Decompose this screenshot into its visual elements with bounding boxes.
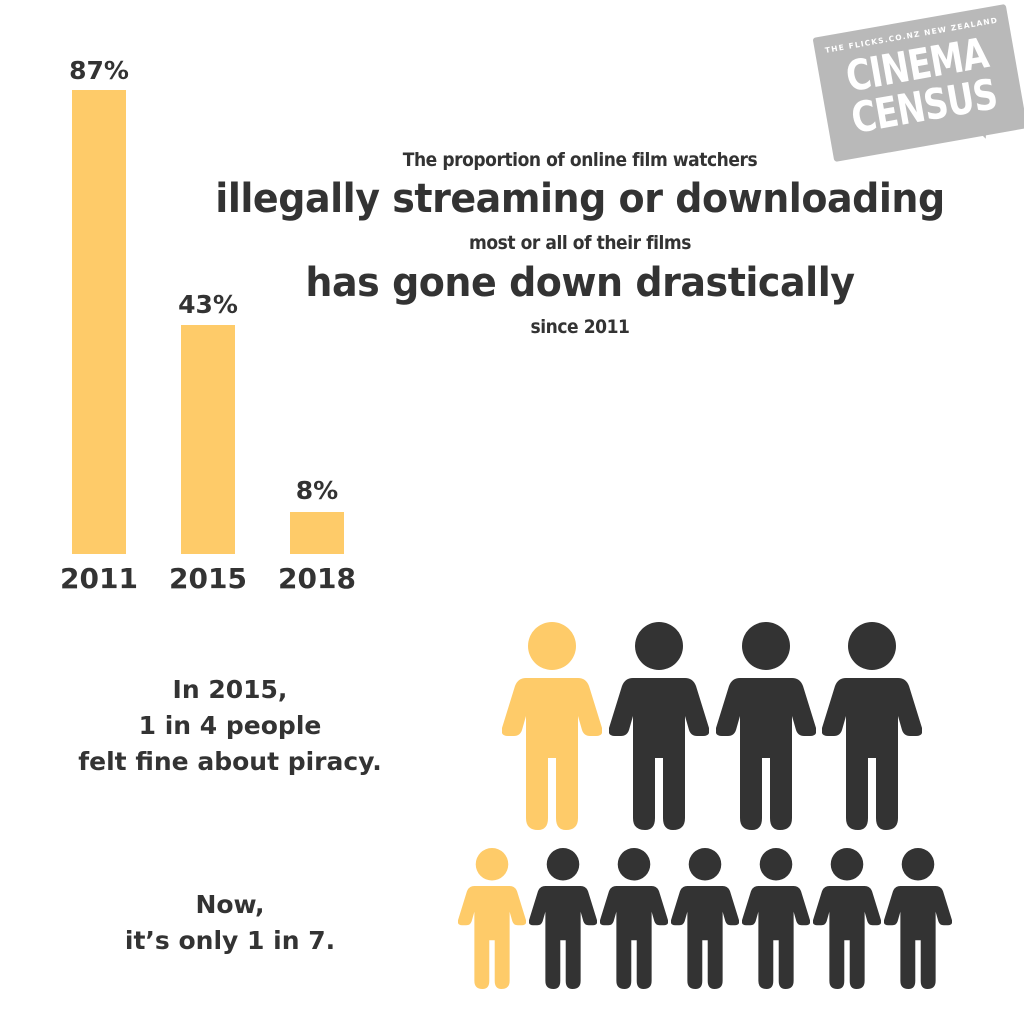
person-icon-highlighted xyxy=(502,622,602,830)
person-icon xyxy=(742,848,810,989)
bar-label-2015: 2015 xyxy=(169,562,247,595)
person-icon xyxy=(884,848,952,989)
bar-2018 xyxy=(290,512,344,554)
person-icon xyxy=(813,848,881,989)
person-icon xyxy=(609,622,709,830)
bar-2011 xyxy=(72,90,126,554)
bar-value-2011: 87% xyxy=(69,56,129,85)
person-icon xyxy=(716,622,816,830)
person-icon xyxy=(671,848,739,989)
cinema-census-logo: THE FLICKS.CO.NZ NEW ZEALAND CINEMA CENS… xyxy=(812,3,1024,163)
bar-label-2011: 2011 xyxy=(60,562,138,595)
person-icon-highlighted xyxy=(458,848,526,989)
headline-line-5: since 2011 xyxy=(530,316,630,338)
headline-line-4: has gone down drastically xyxy=(305,260,855,306)
caption-2015: In 2015, 1 in 4 people felt fine about p… xyxy=(78,675,382,776)
bar-2015 xyxy=(181,325,235,554)
logo-speech-tail xyxy=(966,116,990,142)
bar-value-2018: 8% xyxy=(295,476,339,505)
person-icon xyxy=(822,622,922,830)
bar-value-2015: 43% xyxy=(178,290,238,319)
bar-label-2018: 2018 xyxy=(278,562,356,595)
headline-line-2: illegally streaming or downloading xyxy=(215,176,945,222)
headline-line-1: The proportion of online film watchers xyxy=(402,149,758,171)
headline-line-3: most or all of their films xyxy=(468,232,692,254)
person-icon xyxy=(600,848,668,989)
caption-now: Now, it’s only 1 in 7. xyxy=(124,890,336,955)
person-icon xyxy=(529,848,597,989)
